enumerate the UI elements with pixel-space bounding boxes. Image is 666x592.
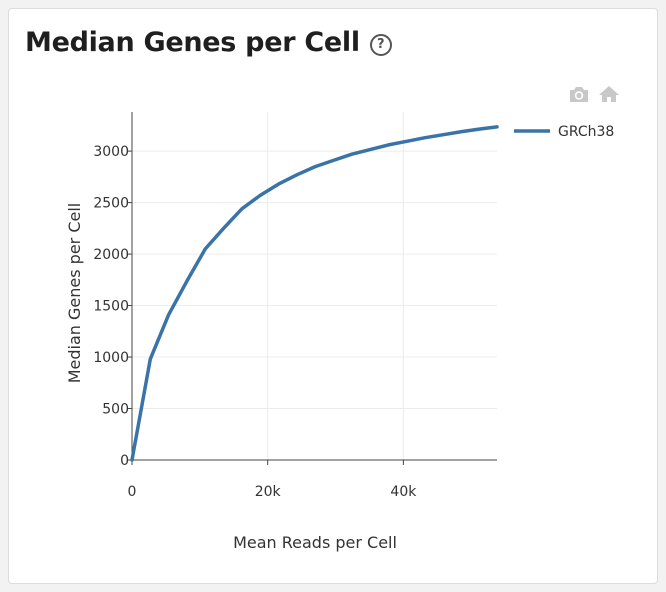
y-axis-title: Median Genes per Cell — [65, 203, 84, 384]
legend-label: GRCh38 — [558, 124, 614, 140]
x-axis-title: Mean Reads per Cell — [233, 533, 397, 552]
x-tick-label: 40k — [390, 484, 417, 500]
plot-modebar — [568, 84, 620, 104]
y-tick-label: 500 — [102, 402, 129, 418]
card-header: Median Genes per Cell ? — [25, 27, 392, 58]
help-icon[interactable]: ? — [369, 33, 392, 56]
y-tick-label: 2500 — [93, 196, 129, 212]
series-line-grch38 — [130, 125, 499, 462]
x-tick-label: 20k — [255, 484, 282, 500]
y-tick-label: 2000 — [93, 247, 129, 263]
chart-card: Median Genes per Cell ? — [8, 8, 658, 584]
y-tick-label: 1500 — [93, 299, 129, 315]
y-tick-label: 3000 — [93, 144, 129, 160]
camera-icon[interactable] — [568, 84, 590, 104]
card-title: Median Genes per Cell — [25, 27, 360, 58]
x-tick-label: 0 — [128, 484, 137, 500]
home-icon[interactable] — [598, 84, 620, 104]
y-tick-label: 1000 — [93, 350, 129, 366]
y-tick-label: 0 — [120, 453, 129, 469]
